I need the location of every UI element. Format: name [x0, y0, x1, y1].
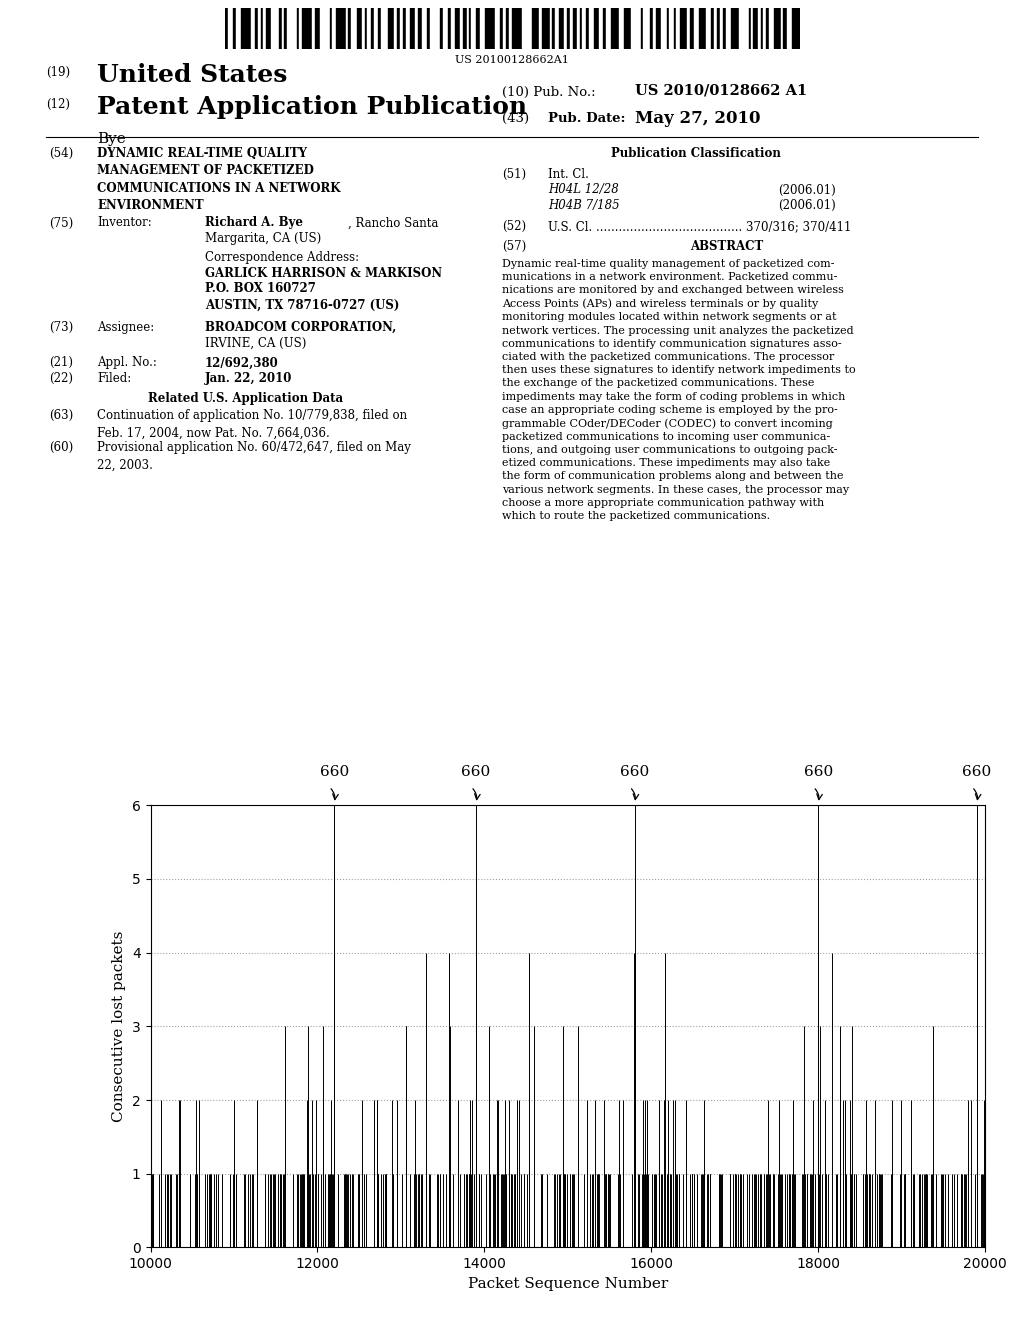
Text: 660: 660 — [804, 766, 833, 779]
Text: (12): (12) — [46, 98, 70, 111]
Text: Dynamic real-time quality management of packetized com-
munications in a network: Dynamic real-time quality management of … — [502, 259, 855, 521]
Text: H04L 12/28: H04L 12/28 — [548, 183, 618, 197]
Text: 660: 660 — [462, 766, 490, 779]
Text: AUSTIN, TX 78716-0727 (US): AUSTIN, TX 78716-0727 (US) — [205, 298, 399, 312]
Text: (75): (75) — [49, 216, 74, 230]
Text: Continuation of application No. 10/779,838, filed on
Feb. 17, 2004, now Pat. No.: Continuation of application No. 10/779,8… — [97, 409, 408, 440]
Text: (57): (57) — [502, 240, 526, 253]
Text: Jan. 22, 2010: Jan. 22, 2010 — [205, 372, 292, 385]
Text: (2006.01): (2006.01) — [778, 199, 836, 213]
Text: H04B 7/185: H04B 7/185 — [548, 199, 620, 213]
Text: 660: 660 — [620, 766, 649, 779]
Text: ABSTRACT: ABSTRACT — [690, 240, 764, 253]
Text: Margarita, CA (US): Margarita, CA (US) — [205, 232, 322, 246]
Text: (52): (52) — [502, 220, 526, 234]
Text: (19): (19) — [46, 66, 71, 79]
Text: Publication Classification: Publication Classification — [611, 147, 781, 160]
Text: Int. Cl.: Int. Cl. — [548, 168, 589, 181]
Y-axis label: Consecutive lost packets: Consecutive lost packets — [113, 931, 126, 1122]
Text: Richard A. Bye: Richard A. Bye — [205, 216, 303, 230]
Text: Correspondence Address:: Correspondence Address: — [205, 251, 359, 264]
Text: US 20100128662A1: US 20100128662A1 — [455, 55, 569, 66]
Text: (10) Pub. No.:: (10) Pub. No.: — [502, 86, 595, 99]
Text: (22): (22) — [49, 372, 73, 385]
Text: United States: United States — [97, 63, 288, 87]
Text: Patent Application Publication: Patent Application Publication — [97, 95, 527, 119]
Text: DYNAMIC REAL-TIME QUALITY
MANAGEMENT OF PACKETIZED
COMMUNICATIONS IN A NETWORK
E: DYNAMIC REAL-TIME QUALITY MANAGEMENT OF … — [97, 147, 341, 213]
Text: US 2010/0128662 A1: US 2010/0128662 A1 — [635, 83, 807, 98]
Text: Appl. No.:: Appl. No.: — [97, 356, 157, 370]
Text: (54): (54) — [49, 147, 74, 160]
Text: May 27, 2010: May 27, 2010 — [635, 110, 761, 127]
Text: , Rancho Santa: , Rancho Santa — [348, 216, 438, 230]
Text: BROADCOM CORPORATION,: BROADCOM CORPORATION, — [205, 321, 396, 334]
Text: Provisional application No. 60/472,647, filed on May
22, 2003.: Provisional application No. 60/472,647, … — [97, 441, 412, 471]
Text: Bye: Bye — [97, 132, 126, 147]
Text: IRVINE, CA (US): IRVINE, CA (US) — [205, 337, 306, 350]
Text: (60): (60) — [49, 441, 74, 454]
Text: (63): (63) — [49, 409, 74, 422]
Text: Related U.S. Application Data: Related U.S. Application Data — [148, 392, 343, 405]
Text: P.O. BOX 160727: P.O. BOX 160727 — [205, 282, 315, 296]
Text: 660: 660 — [319, 766, 349, 779]
Text: GARLICK HARRISON & MARKISON: GARLICK HARRISON & MARKISON — [205, 267, 442, 280]
Text: (43): (43) — [502, 112, 528, 125]
Text: (73): (73) — [49, 321, 74, 334]
Text: 660: 660 — [963, 766, 991, 779]
Text: Pub. Date:: Pub. Date: — [548, 112, 626, 125]
Text: Assignee:: Assignee: — [97, 321, 155, 334]
Text: Filed:: Filed: — [97, 372, 131, 385]
Text: (21): (21) — [49, 356, 73, 370]
Text: 12/692,380: 12/692,380 — [205, 356, 279, 370]
Text: (2006.01): (2006.01) — [778, 183, 836, 197]
Text: Inventor:: Inventor: — [97, 216, 152, 230]
Text: U.S. Cl. ....................................... 370/316; 370/411: U.S. Cl. ...............................… — [548, 220, 851, 234]
Text: (51): (51) — [502, 168, 526, 181]
X-axis label: Packet Sequence Number: Packet Sequence Number — [468, 1276, 668, 1291]
